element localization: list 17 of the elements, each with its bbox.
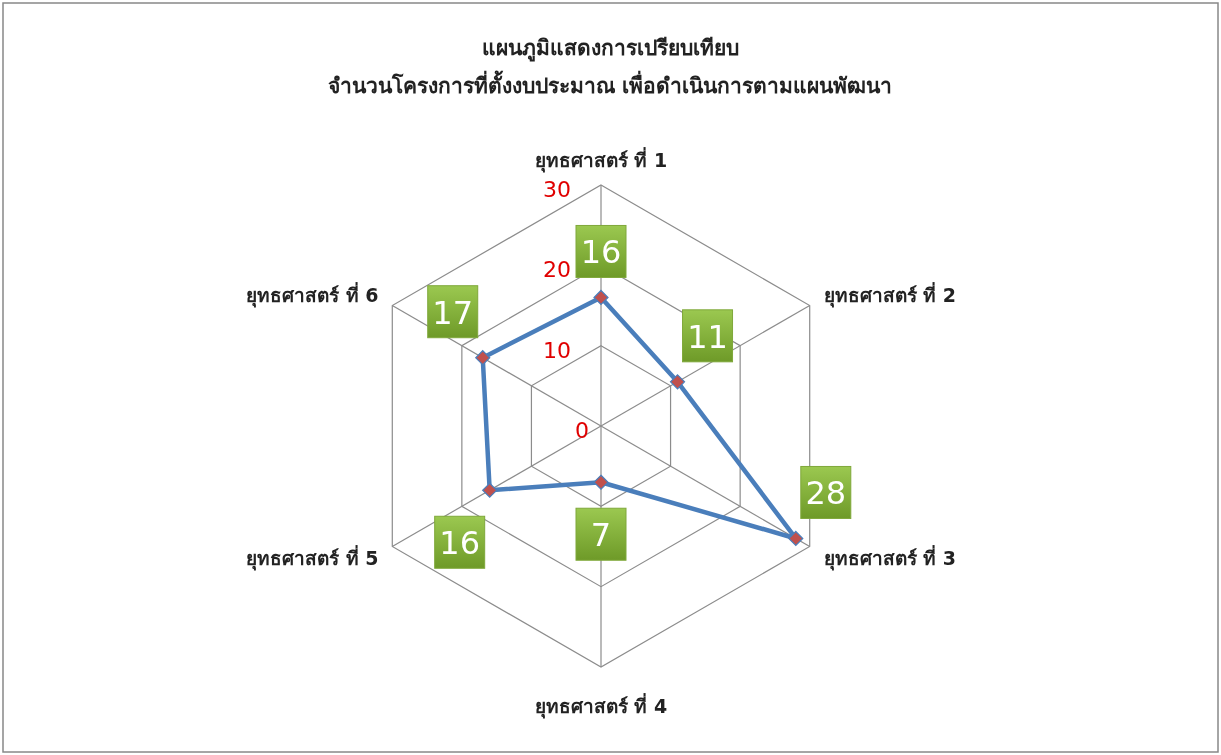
data-label: 28	[805, 474, 847, 513]
data-label: 17	[432, 293, 474, 332]
data-label: 16	[580, 233, 622, 272]
spoke-label: ยุทธศาสตร์ ที่ 4	[534, 693, 668, 719]
data-label: 16	[439, 524, 481, 563]
spoke-label: ยุทธศาสตร์ ที่ 3	[823, 544, 957, 571]
spoke-label: ยุทธศาสตร์ ที่ 2	[823, 281, 957, 308]
chart-title: แผนภูมิแสดงการเปรียบเทียบ จำนวนโครงการที่ตั้งงบประมาณ เพื่อดำเนินการตามแผนพัฒนา	[327, 36, 893, 98]
y-tick-label: 10	[543, 337, 571, 363]
spoke-label: ยุทธศาสตร์ ที่ 5	[245, 544, 379, 571]
data-label: 11	[687, 317, 728, 356]
y-tick-label: 30	[543, 177, 571, 202]
y-tick-label: 20	[543, 257, 571, 283]
spoke-label: ยุทธศาสตร์ ที่ 6	[245, 281, 379, 308]
data-label: 7	[590, 516, 612, 555]
spoke-label: ยุทธศาสตร์ ที่ 1	[534, 147, 668, 173]
y-tick-label: 0	[575, 418, 589, 443]
